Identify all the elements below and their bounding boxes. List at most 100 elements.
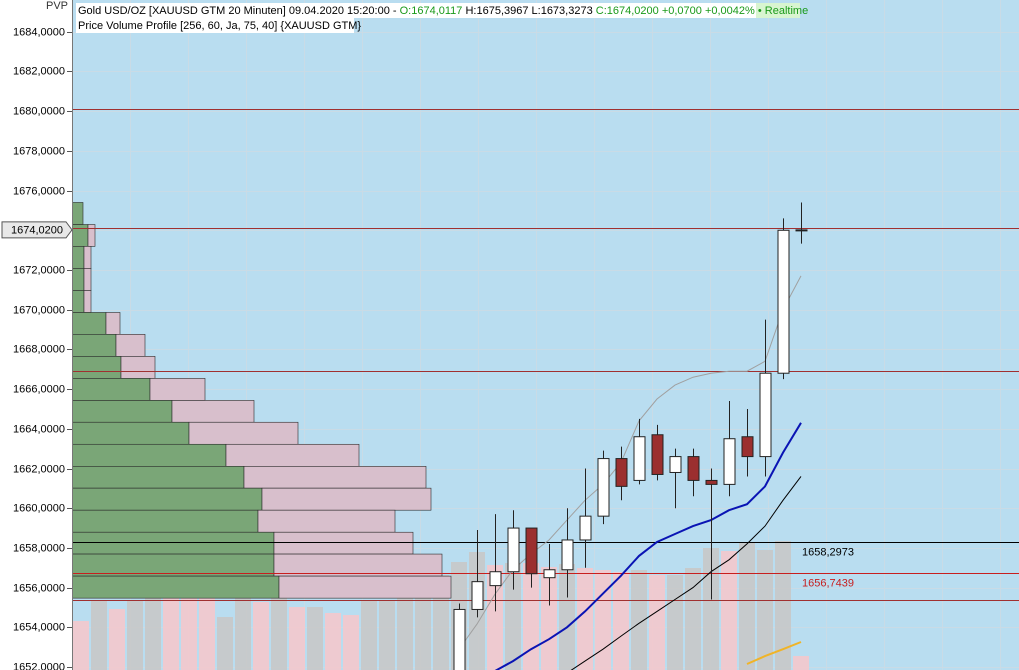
candle-body [471, 581, 484, 610]
volume-bar [685, 568, 701, 670]
marked-line-label: 1658,2973 [802, 546, 854, 558]
volume-bar [325, 613, 341, 670]
volume-bar [793, 656, 809, 670]
profile-buy [72, 378, 151, 401]
y-tick-label: 1652,0000 [13, 661, 65, 670]
volume-bar [343, 615, 359, 670]
profile-buy [72, 575, 280, 599]
volume-bar [541, 567, 557, 670]
profile-buy [72, 531, 275, 555]
volume-bar [379, 600, 395, 670]
volume-bar [667, 575, 683, 670]
candle-body [543, 569, 556, 579]
volume-bar [559, 564, 575, 670]
title-open: O:1674,0117 [400, 5, 463, 17]
chart-title: Gold USD/OZ [XAUUSD GTM 20 Minuten] 09.0… [78, 5, 808, 17]
y-tick-label: 1660,0000 [13, 502, 65, 514]
profile-buy [72, 268, 85, 291]
profile-sell [273, 531, 414, 555]
candle-body [669, 456, 682, 473]
last-price-box [1, 221, 73, 239]
indicator-line [570, 476, 802, 670]
y-tick-label: 1678,0000 [13, 145, 65, 157]
y-tick-label: 1680,0000 [13, 105, 65, 117]
y-tick-label: 1682,0000 [13, 65, 65, 77]
y-tick-label: 1684,0000 [13, 26, 65, 38]
volume-bar [739, 543, 755, 670]
candle-body [597, 458, 610, 517]
profile-buy [72, 202, 84, 225]
candle-body [453, 608, 466, 670]
y-tick-label: 1668,0000 [13, 343, 65, 355]
volume-bar [487, 565, 503, 670]
candle-body [759, 372, 772, 458]
volume-bar [199, 598, 215, 670]
y-tick-label: 1672,0000 [13, 264, 65, 276]
candle-body [489, 571, 502, 587]
indicator-line [746, 641, 802, 665]
candle-body [633, 436, 646, 481]
volume-bar [163, 583, 179, 670]
profile-sell [120, 356, 156, 379]
profile-buy [72, 312, 107, 335]
volume-bar [397, 598, 413, 670]
title-box [76, 3, 800, 18]
profile-sell [83, 246, 92, 269]
volume-bar [415, 590, 431, 670]
volume-bar [235, 590, 251, 670]
volume-bar [757, 550, 773, 670]
plot [72, 109, 1019, 670]
volume-bar [253, 602, 269, 670]
profile-sell [257, 509, 396, 533]
title-close: C:1674,0200 +0,0700 +0,0042% [596, 5, 755, 17]
title-status: Realtime [765, 5, 808, 17]
profile-buy [72, 421, 190, 445]
candle-body [777, 229, 790, 374]
volume-bar [505, 563, 521, 670]
profile-sell [87, 224, 96, 247]
y-tick-label: 1676,0000 [13, 185, 65, 197]
profile-sell [83, 268, 92, 291]
candle-body [507, 527, 520, 573]
volume-bar [271, 595, 287, 670]
status-box [756, 3, 800, 18]
volume-bar [649, 575, 665, 670]
volume-bar [217, 617, 233, 670]
profile-buy [72, 487, 263, 511]
profile-buy [72, 509, 259, 533]
profile-sell [171, 400, 255, 423]
volume-bar [361, 600, 377, 670]
profile-sell [105, 312, 121, 335]
y-tick-label: 1654,0000 [13, 621, 65, 633]
candle-body [525, 527, 538, 575]
volume-bar [523, 563, 539, 670]
profile-sell [83, 290, 92, 313]
profile-buy [72, 443, 227, 467]
profile-sell [225, 443, 360, 467]
indicator-tag: PVP [46, 0, 68, 12]
candle-body [741, 436, 754, 458]
candle-body [687, 456, 700, 481]
y-tick-label: 1670,0000 [13, 304, 65, 316]
volume-bar [433, 575, 449, 670]
profile-sell [188, 421, 299, 445]
y-tick-label: 1656,0000 [13, 582, 65, 594]
candle-body [705, 479, 718, 485]
profile-buy [72, 290, 85, 313]
volume-bar [613, 572, 629, 670]
y-tick-label: 1664,0000 [13, 423, 65, 435]
profile-buy [72, 400, 173, 423]
status-dot: • [758, 5, 762, 17]
volume-bar [721, 551, 737, 670]
profile-buy [72, 246, 85, 269]
y-tick-label: 1666,0000 [13, 383, 65, 395]
volume-bar [181, 589, 197, 670]
y-tick-label: 1662,0000 [13, 463, 65, 475]
indicator-line [494, 422, 802, 670]
candle-body [651, 434, 664, 475]
profile-sell [149, 378, 206, 401]
candle-body [561, 539, 574, 571]
candle-body [795, 229, 808, 232]
profile-sell [261, 487, 432, 511]
